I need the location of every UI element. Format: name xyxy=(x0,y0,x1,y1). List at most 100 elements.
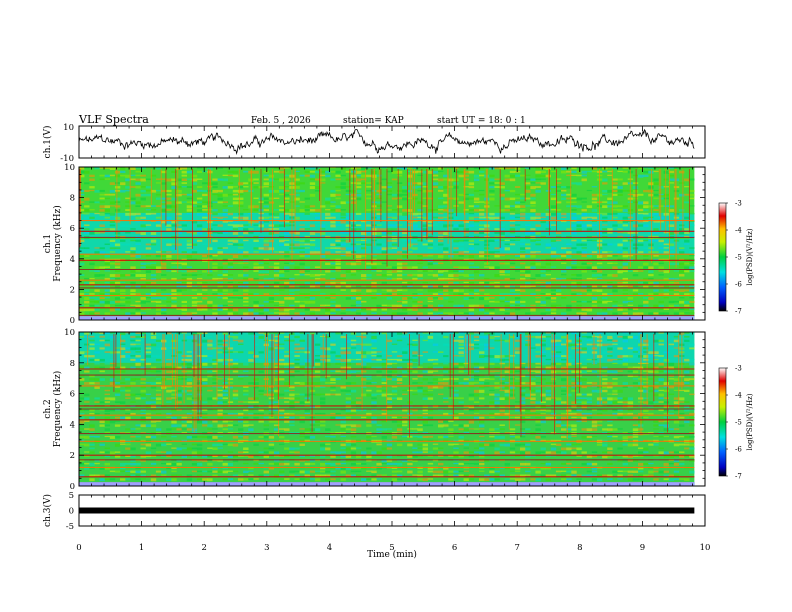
spectrogram-cell xyxy=(145,308,152,310)
y-tick-label: 10 xyxy=(64,163,75,173)
spectrogram-cell xyxy=(545,393,551,396)
spectrogram-cell xyxy=(263,186,269,188)
spectrogram-cell xyxy=(125,251,131,253)
spectrogram-cell xyxy=(555,289,562,292)
spectrogram-cell xyxy=(238,216,244,220)
spectrogram-cell xyxy=(689,197,695,200)
spectrogram-cell xyxy=(166,178,172,182)
spectrogram-cell xyxy=(284,209,290,212)
spectrogram-cell xyxy=(540,409,546,411)
spectrogram-cell xyxy=(525,412,531,415)
spectrogram-cell xyxy=(576,300,582,303)
spectrogram-cell xyxy=(161,220,167,224)
spectrogram-cell xyxy=(663,285,669,288)
spectrogram-cell xyxy=(279,193,285,196)
spectrogram-cell xyxy=(571,300,577,303)
spectrogram-cell xyxy=(212,308,218,310)
spectrogram-cell xyxy=(335,281,341,284)
spectrogram-cell xyxy=(612,378,618,380)
spectrogram-cell xyxy=(396,428,403,432)
spectrogram-cell xyxy=(653,170,659,173)
spectrogram-cell xyxy=(284,397,290,399)
spectrogram-cell xyxy=(263,285,269,288)
spectrogram-cell xyxy=(438,178,444,182)
spectrogram-cell xyxy=(212,382,218,384)
spectrogram-cell xyxy=(227,297,234,299)
spectrogram-cell xyxy=(294,205,300,207)
spectrogram-cell xyxy=(350,289,357,292)
spectrogram-cell xyxy=(161,212,167,216)
spectrogram-cell xyxy=(458,258,464,261)
spectrogram-cell xyxy=(196,412,203,416)
spectrogram-cell xyxy=(314,220,321,223)
spectrogram-cell xyxy=(566,409,572,412)
spectrogram-cell xyxy=(622,262,628,266)
spectrogram-cell xyxy=(535,428,541,432)
spectrogram-cell xyxy=(202,255,208,258)
spectrogram-cell xyxy=(689,347,695,350)
spectrogram-cell xyxy=(463,209,469,211)
spectrogram-cell xyxy=(617,205,623,208)
spectrogram-cell xyxy=(586,358,593,361)
spectrogram-cell xyxy=(130,312,136,314)
spectrogram-cell xyxy=(191,435,198,438)
spectrogram-cell xyxy=(550,266,557,268)
spectrogram-cell xyxy=(489,239,495,242)
spectrogram-cell xyxy=(427,197,434,200)
spectrogram-cell xyxy=(299,366,305,369)
spectrogram-cell xyxy=(468,370,475,374)
spectrogram-cell xyxy=(484,297,490,300)
spectrogram-cell xyxy=(463,362,469,365)
spectrogram-cell xyxy=(243,385,249,388)
spectrogram-cell xyxy=(612,167,618,170)
spectrogram-cell xyxy=(299,339,305,342)
spectrogram-cell xyxy=(320,378,326,382)
spectrogram-cell xyxy=(499,308,505,311)
spectrogram-cell xyxy=(607,205,613,208)
spectrogram-cell xyxy=(581,209,587,212)
spectrogram-cell xyxy=(391,416,398,419)
spectrogram-cell xyxy=(186,378,193,382)
spectrogram-cell xyxy=(314,355,321,357)
spectrogram-cell xyxy=(381,281,387,284)
spectrogram-cell xyxy=(479,420,485,423)
spectrogram-cell xyxy=(468,243,475,245)
spectrogram-cell xyxy=(489,212,495,216)
spectrogram-cell xyxy=(643,412,649,415)
spectrogram-cell xyxy=(320,170,326,173)
spectrogram-cell xyxy=(99,193,105,196)
spectrogram-cell xyxy=(571,435,577,438)
spectrogram-cell xyxy=(602,232,608,234)
spectrogram-cell xyxy=(371,255,377,257)
spectrogram-cell xyxy=(366,289,372,293)
spectrogram-cell xyxy=(561,385,567,388)
spectrogram-cell xyxy=(525,428,531,431)
spectrogram-cell xyxy=(171,205,177,208)
spectrogram-cell xyxy=(325,216,331,220)
spectrogram-cell xyxy=(612,362,618,364)
spectrogram-cell xyxy=(145,297,152,299)
spectrogram-cell xyxy=(181,220,187,223)
spectrogram-cell xyxy=(227,358,234,362)
spectrogram-cell xyxy=(550,432,557,434)
spectrogram-cell xyxy=(350,401,357,404)
spectrogram-cell xyxy=(427,339,434,343)
spectrogram-cell xyxy=(643,247,649,250)
spectrogram-cell xyxy=(207,432,213,434)
spectrogram-cell xyxy=(135,428,141,430)
spectrogram-cell xyxy=(381,385,387,388)
spectrogram-cell xyxy=(104,401,110,403)
spectrogram-cell xyxy=(648,186,654,189)
spectrogram-cell xyxy=(166,224,172,227)
spectrogram-cell xyxy=(550,224,557,226)
spectrogram-cell xyxy=(299,224,305,226)
spectrogram-cell xyxy=(273,300,280,303)
spectrogram-cell xyxy=(299,247,305,249)
spectrogram-cell xyxy=(479,343,485,346)
spectrogram-cell xyxy=(289,389,295,391)
spectrogram-cell xyxy=(381,201,387,203)
spectrogram-cell xyxy=(217,277,223,280)
spectrogram-cell xyxy=(227,266,234,268)
spectrogram-cell xyxy=(155,216,162,219)
spectrogram-cell xyxy=(535,262,541,266)
